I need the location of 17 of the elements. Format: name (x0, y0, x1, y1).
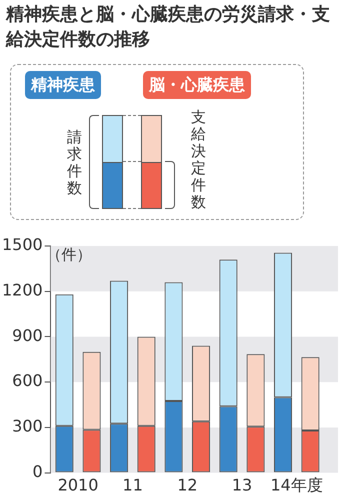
x-tick-label: 12 (177, 476, 198, 495)
chart-title: 精神疾患と脳・心臓疾患の労災請求・支給決定件数の推移 (6, 3, 331, 52)
y-tick-label: 1200 (2, 280, 43, 300)
y-axis-title: （件） (46, 245, 92, 264)
x-tick-label: 11 (122, 476, 143, 495)
x-tick-label: 14年度 (270, 476, 323, 495)
y-tick-label: 900 (12, 326, 43, 345)
text: 支給決定件数 (191, 108, 207, 211)
y-tick-label: 600 (12, 371, 43, 390)
x-tick-label: 13 (232, 476, 252, 495)
y-tick-label: 300 (12, 416, 43, 436)
text: 精神疾患 (25, 71, 101, 99)
text: 請求件数 (67, 128, 83, 197)
y-tick-label: 0 (32, 462, 43, 481)
y-tick-label: 1500 (2, 235, 43, 254)
text: 脳・心臓疾患 (143, 71, 251, 99)
x-tick-label: 2010 (58, 476, 98, 495)
